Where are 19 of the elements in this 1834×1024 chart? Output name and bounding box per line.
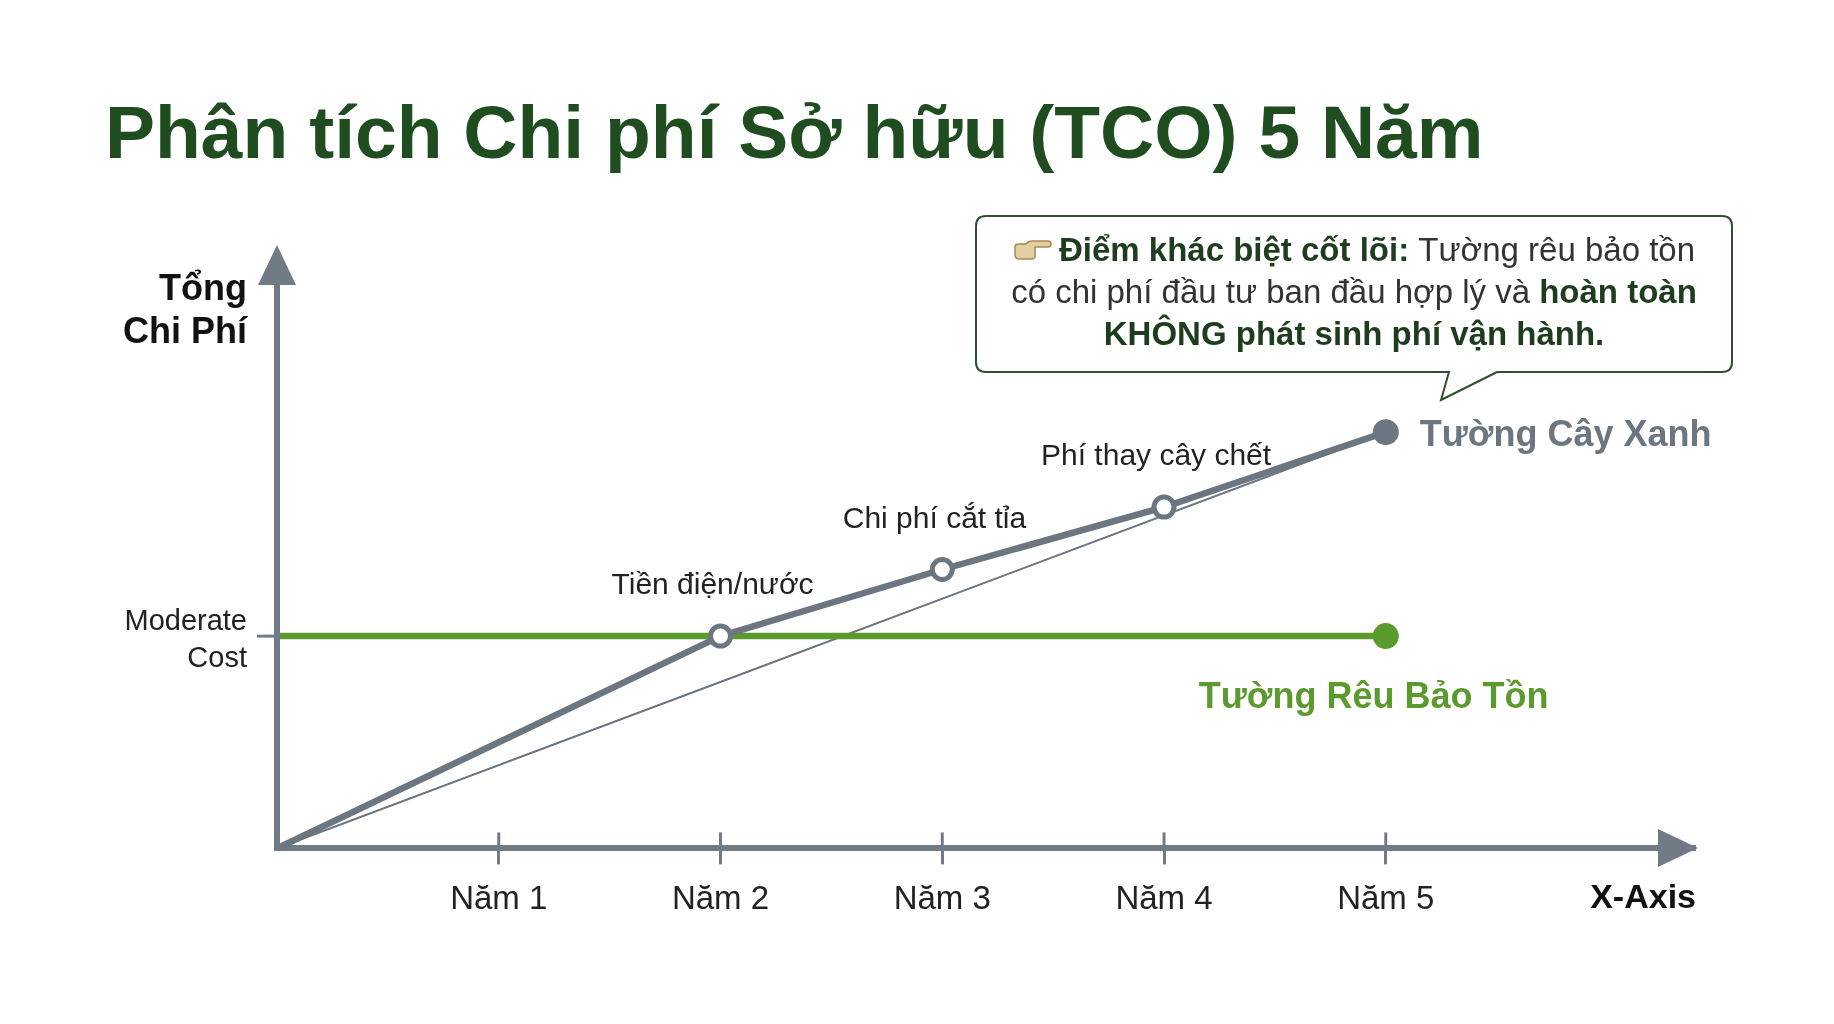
x-tick-label: Năm 3 <box>893 879 991 917</box>
text: Điểm khác biệt cốt lõi: <box>1058 230 1410 270</box>
text: KHÔNG phát sinh phí vận hành. <box>1103 313 1605 354</box>
annotation: Chi phí cắt tỉa <box>842 499 1027 536</box>
text: Tường rêu bảo tồn <box>1418 230 1696 270</box>
series-label: Tường Cây Xanh <box>1419 413 1712 456</box>
text: có chi phí đầu tư ban đầu hợp lý và <box>1011 272 1531 312</box>
x-axis-title: X-Axis <box>1590 876 1696 917</box>
series-label: Tường Rêu Bảo Tồn <box>1198 675 1549 718</box>
annotation: Phí thay cây chết <box>1041 437 1272 474</box>
x-tick-label: Năm 1 <box>450 879 548 917</box>
x-tick-label: Năm 2 <box>671 879 770 917</box>
annotation: Tiền điện/nước <box>611 566 814 603</box>
y-axis-title: Tổng Chi Phí <box>122 266 247 352</box>
text: hoàn toàn <box>1539 272 1697 312</box>
x-tick-label: Năm 4 <box>1115 879 1213 917</box>
x-tick-label: Năm 5 <box>1337 879 1435 917</box>
text: Moderate Cost <box>123 603 247 676</box>
chart-title: Phân tích Chi phí Sở hữu (TCO) 5 Năm <box>105 90 1484 174</box>
